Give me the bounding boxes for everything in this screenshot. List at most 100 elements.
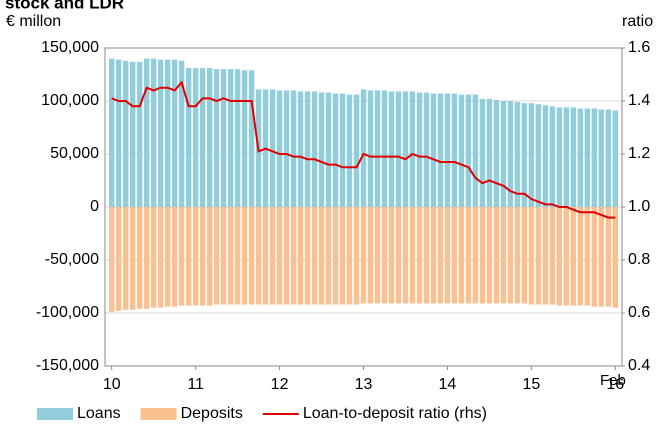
bar <box>255 207 262 305</box>
bar <box>458 94 465 207</box>
bar <box>605 207 612 307</box>
y2-tick-label: 1.0 <box>628 198 650 215</box>
bar <box>542 105 549 207</box>
y2-tick-label: 1.4 <box>628 92 650 109</box>
bar <box>283 207 290 305</box>
bar <box>465 207 472 304</box>
bar <box>528 103 535 207</box>
bar <box>360 207 367 304</box>
bar <box>248 207 255 305</box>
bar <box>123 60 129 207</box>
bar <box>465 94 472 207</box>
bar <box>290 207 297 305</box>
legend-label: Deposits <box>181 405 243 422</box>
bar <box>598 207 604 307</box>
bar <box>185 207 192 306</box>
x-tick-label: 10 <box>103 376 121 393</box>
bar <box>486 207 493 304</box>
bar <box>304 207 311 305</box>
x-tick-label: 15 <box>522 376 540 393</box>
bar <box>605 109 612 207</box>
bar <box>206 68 213 207</box>
bar <box>374 207 381 304</box>
bar <box>430 93 437 207</box>
bar <box>472 207 479 304</box>
bar <box>437 207 444 304</box>
bar <box>234 69 241 207</box>
bar <box>479 207 486 304</box>
y-tick-label: -150,000 <box>36 357 99 374</box>
bar <box>220 69 227 207</box>
bar <box>556 107 563 207</box>
bar <box>346 94 353 207</box>
bar <box>276 207 283 305</box>
bar <box>444 93 451 207</box>
bar <box>339 207 346 305</box>
bar <box>311 91 318 207</box>
bar <box>395 207 402 304</box>
bar <box>143 207 150 309</box>
bar <box>108 207 115 312</box>
bar <box>143 58 150 207</box>
y2-tick-label: 0.4 <box>628 357 650 374</box>
bar <box>591 207 598 307</box>
bar <box>479 98 486 207</box>
y2-tick-label: 1.6 <box>628 39 650 56</box>
bar <box>395 91 402 207</box>
bar <box>220 207 227 305</box>
bar <box>115 59 122 207</box>
bar <box>381 90 388 207</box>
bar <box>430 207 437 304</box>
bar <box>227 69 234 207</box>
bar <box>129 207 136 310</box>
bar <box>297 207 304 305</box>
bar <box>612 207 619 308</box>
bar <box>416 92 423 207</box>
x-tick-label: 16 <box>606 376 624 393</box>
bar <box>360 89 367 207</box>
bar <box>276 90 283 207</box>
bar <box>206 207 213 306</box>
bar <box>213 207 220 305</box>
bar <box>500 101 507 207</box>
bar <box>584 207 591 306</box>
y-tick-label: 0 <box>90 198 99 215</box>
y2-tick-label: 0.8 <box>628 251 650 268</box>
bar <box>185 68 192 207</box>
bar <box>171 59 178 207</box>
bar <box>192 68 199 207</box>
bar <box>507 207 514 304</box>
x-tick-label: 14 <box>439 376 457 393</box>
bar <box>423 207 430 304</box>
bar <box>241 70 248 207</box>
bar <box>171 207 178 307</box>
bar <box>514 207 521 304</box>
bar <box>528 207 535 305</box>
bar <box>283 90 290 207</box>
bar <box>164 207 171 307</box>
bar <box>388 207 395 304</box>
x-tick-label: 12 <box>271 376 289 393</box>
bar <box>549 207 556 305</box>
bar <box>486 98 493 207</box>
y-tick-label: 100,000 <box>41 92 99 109</box>
bar <box>290 90 297 207</box>
bar <box>339 93 346 207</box>
bar <box>227 207 234 305</box>
bar <box>570 207 577 306</box>
bar <box>521 103 528 207</box>
bar <box>612 110 619 207</box>
y2-axis-label: ratio <box>622 13 653 30</box>
bar <box>332 207 339 305</box>
bar <box>304 91 311 207</box>
bar <box>123 207 129 310</box>
bar <box>157 207 164 308</box>
legend-label: Loan-to-deposit ratio (rhs) <box>303 405 487 422</box>
x-tick-label: 13 <box>355 376 373 393</box>
bar <box>493 207 500 304</box>
bar <box>514 102 521 207</box>
bar <box>367 207 374 304</box>
x-tick-label: 11 <box>187 376 204 393</box>
bar <box>577 108 584 207</box>
